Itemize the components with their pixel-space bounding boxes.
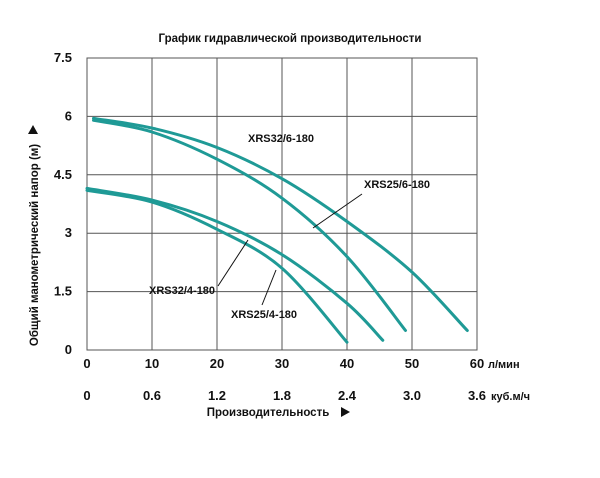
y-tick-label: 0	[65, 342, 72, 357]
y-axis-label: Общий манометрический напор (м)	[29, 144, 41, 346]
x2-tick-label: 0.6	[143, 388, 161, 403]
y-axis-arrow-icon	[28, 125, 38, 134]
series-line-xrs25-4-180	[85, 188, 349, 344]
x-axis-label: Производительность	[207, 407, 330, 419]
y-tick-label: 3	[65, 225, 72, 240]
y-tick-label: 1.5	[54, 284, 72, 299]
x-axis-arrow-icon	[341, 407, 350, 417]
leader-line-xrs32-4-180	[217, 239, 249, 287]
y-axis-title: Общий манометрический напор (м)	[28, 125, 41, 346]
curves	[85, 116, 469, 344]
x2-tick-label: 3.6	[468, 388, 486, 403]
series-label-xrs32-6-180: XRS32/6-180	[248, 133, 314, 145]
x-tick-label: 60	[470, 356, 484, 371]
series-line-xrs32-4-180	[85, 186, 385, 342]
grid	[86, 57, 478, 351]
x-tick-label: 10	[145, 356, 159, 371]
series-label-xrs25-6-180: XRS25/6-180	[364, 179, 430, 191]
x2-tick-label: 1.8	[273, 388, 291, 403]
leader-line-xrs25-4-180	[261, 269, 277, 306]
chart-title: График гидравлической производительности	[159, 33, 422, 45]
x2-unit-label: куб.м/ч	[491, 391, 530, 403]
series-line-xrs25-6-180	[92, 118, 407, 332]
x-tick-label: 20	[210, 356, 224, 371]
leader-line-xrs25-6-180	[312, 193, 363, 229]
x2-tick-label: 2.4	[338, 388, 357, 403]
y-tick-label: 7.5	[54, 50, 72, 65]
x2-tick-label: 0	[83, 388, 90, 403]
y-tick-label: 4.5	[54, 167, 72, 182]
series-label-xrs25-4-180: XRS25/4-180	[231, 309, 297, 321]
x-tick-label: 0	[83, 356, 90, 371]
x-tick-label: 30	[275, 356, 289, 371]
series-line-xrs32-6-180	[92, 116, 469, 332]
x-tick-label: 50	[405, 356, 419, 371]
x-tick-label: 40	[340, 356, 354, 371]
x-axis-title: Производительность	[207, 407, 350, 419]
labels: XRS32/6-180 XRS25/6-180 XRS32/4-180 XRS25/4…	[149, 133, 430, 321]
x2-tick-label: 1.2	[208, 388, 226, 403]
series-label-xrs32-4-180: XRS32/4-180	[149, 285, 215, 297]
x2-tick-label: 3.0	[403, 388, 421, 403]
x-unit-label: л/мин	[488, 359, 520, 371]
y-tick-label: 6	[65, 108, 72, 123]
ticks: 0 1.5 3 4.5 6 7.5 0 10 20 30 40 50 60 0 0.6 1.2 1.8 2.4 3.…	[54, 50, 486, 403]
